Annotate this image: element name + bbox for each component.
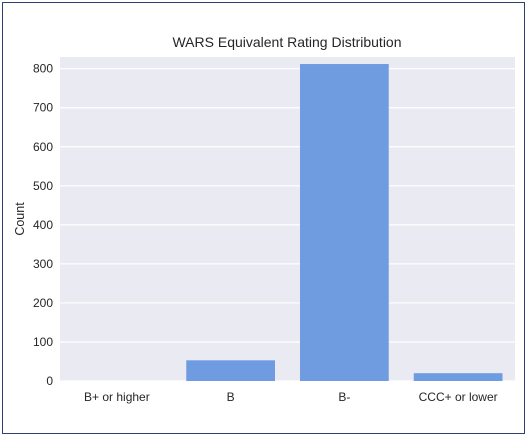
y-tick-label: 400 bbox=[33, 218, 53, 232]
y-tick-label: 300 bbox=[33, 257, 53, 271]
x-tick-label: B- bbox=[338, 390, 350, 404]
y-tick-label: 600 bbox=[33, 140, 53, 154]
y-tick-label: 500 bbox=[33, 179, 53, 193]
x-axis-ticks: B+ or higher B B- CCC+ or lower bbox=[84, 390, 498, 404]
chart-title: WARS Equivalent Rating Distribution bbox=[172, 34, 401, 50]
y-tick-label: 800 bbox=[33, 62, 53, 76]
bar bbox=[186, 360, 275, 381]
y-axis-label: Count bbox=[13, 202, 27, 236]
x-tick-label: CCC+ or lower bbox=[419, 390, 498, 404]
bar bbox=[413, 373, 503, 381]
y-tick-label: 0 bbox=[46, 374, 53, 388]
x-tick-label: B bbox=[227, 390, 235, 404]
bar bbox=[300, 64, 389, 382]
y-axis-ticks: 0 100 200 300 400 500 600 700 800 bbox=[33, 62, 53, 388]
x-tick-label: B+ or higher bbox=[84, 390, 150, 404]
plot-area bbox=[60, 57, 515, 381]
y-tick-label: 700 bbox=[33, 101, 53, 115]
y-tick-label: 100 bbox=[33, 335, 53, 349]
y-tick-label: 200 bbox=[33, 296, 53, 310]
bars bbox=[186, 64, 503, 382]
